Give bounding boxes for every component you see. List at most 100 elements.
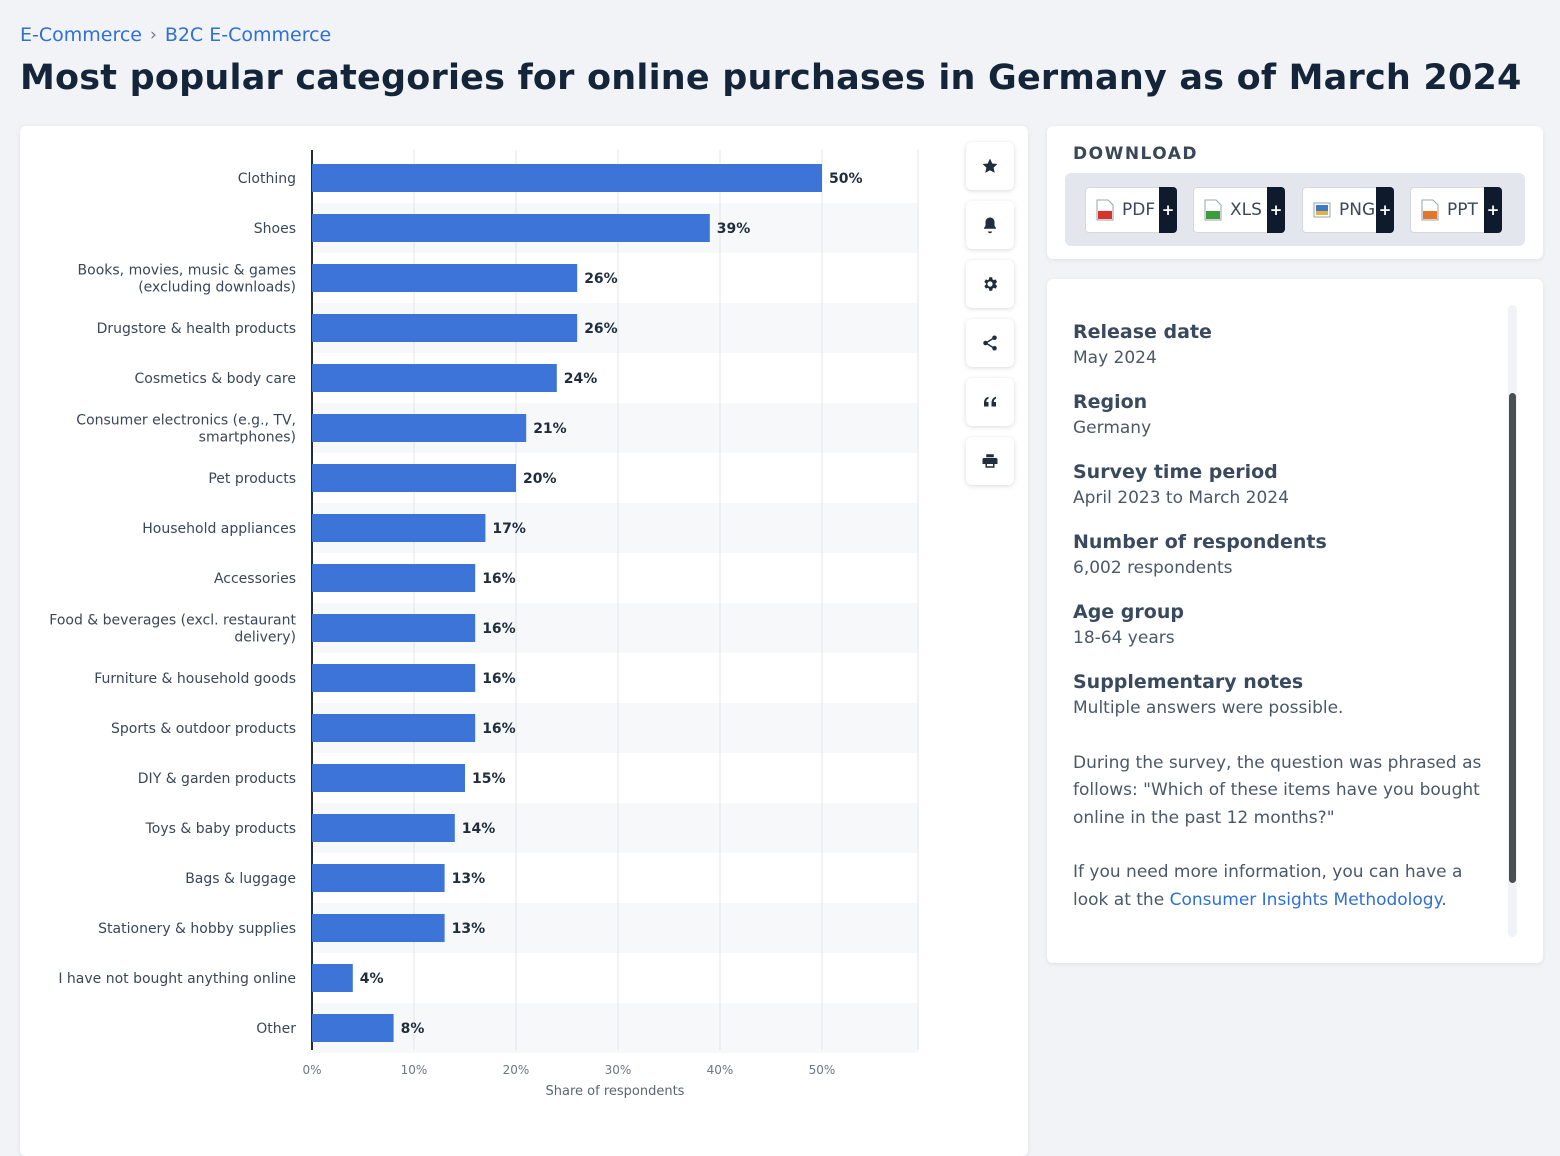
methodology-link[interactable]: Consumer Insights Methodology xyxy=(1169,889,1442,910)
bar xyxy=(312,764,465,792)
download-png-label: PNG xyxy=(1339,200,1376,220)
info-content: Release date May 2024 Region Germany Sur… xyxy=(1073,319,1493,914)
bar xyxy=(312,964,353,992)
data-label: 13% xyxy=(452,871,486,887)
download-buttons: PDF + XLS + PNG + PPT + xyxy=(1065,173,1525,246)
data-label: 16% xyxy=(482,671,516,687)
print-icon xyxy=(982,454,998,468)
share-button[interactable] xyxy=(966,319,1014,367)
region-label: Region xyxy=(1073,391,1148,413)
data-label: 15% xyxy=(472,771,506,787)
region-value: Germany xyxy=(1073,418,1152,438)
breadcrumb-link-b2c-ecommerce[interactable]: B2C E-Commerce xyxy=(164,24,332,46)
notification-button[interactable] xyxy=(966,201,1014,249)
download-ppt-plus[interactable]: + xyxy=(1484,187,1502,233)
bar xyxy=(312,914,445,942)
xls-file-icon xyxy=(1204,199,1222,221)
gear-icon xyxy=(984,277,998,291)
category-label: Furniture & household goods xyxy=(94,671,296,687)
category-label: Food & beverages (excl. restaurant delive… xyxy=(49,613,296,646)
cite-button[interactable] xyxy=(966,378,1014,426)
download-title: DOWNLOAD xyxy=(1073,144,1199,164)
category-label: Other xyxy=(256,1021,296,1037)
x-tick-label: 10% xyxy=(401,1063,428,1077)
bar xyxy=(312,714,476,742)
chart-card: 0% 10% 20% 30% 40% 50% Share of respondents 50%… xyxy=(20,126,1028,1156)
download-pdf-label: PDF xyxy=(1122,200,1156,220)
download-ppt-label: PPT xyxy=(1447,200,1478,220)
breadcrumb-separator: › xyxy=(150,25,157,45)
bell-icon xyxy=(984,217,996,234)
data-label: 13% xyxy=(452,921,486,937)
bar-chart: 0% 10% 20% 30% 40% 50% Share of respondents 50%… xyxy=(49,150,919,1099)
notes-more-info: If you need more information, you can ha… xyxy=(1073,859,1493,914)
age-group-label: Age group xyxy=(1073,601,1184,623)
supplementary-notes-label: Supplementary notes xyxy=(1073,671,1304,693)
info-panel: Release date May 2024 Region Germany Sur… xyxy=(1047,279,1543,963)
download-xls-label: XLS xyxy=(1230,200,1262,220)
chart-toolbar xyxy=(966,142,1014,485)
notes-more-info-prefix: If you need more information, you can ha… xyxy=(1073,862,1463,910)
bar xyxy=(312,164,822,192)
download-ppt-button[interactable]: PPT + xyxy=(1410,187,1502,233)
respondents-label: Number of respondents xyxy=(1073,531,1327,553)
pdf-file-icon xyxy=(1096,199,1114,221)
share-icon xyxy=(983,335,997,351)
data-label: 24% xyxy=(564,371,598,387)
download-xls-plus[interactable]: + xyxy=(1267,187,1285,233)
category-label: Pet products xyxy=(208,471,296,487)
survey-period-label: Survey time period xyxy=(1073,461,1278,483)
download-panel: DOWNLOAD PDF + XLS + PNG + PPT + xyxy=(1047,126,1543,259)
data-label: 16% xyxy=(482,571,516,587)
data-label: 39% xyxy=(717,221,751,237)
data-label: 50% xyxy=(829,171,863,187)
respondents-value: 6,002 respondents xyxy=(1073,558,1233,578)
favorite-button[interactable] xyxy=(966,142,1014,190)
info-scrollbar-thumb[interactable] xyxy=(1509,393,1516,883)
x-tick-label: 0% xyxy=(302,1063,321,1077)
category-label: Toys & baby products xyxy=(145,821,296,837)
category-label: Consumer electronics (e.g., TV, smartphon… xyxy=(76,413,296,446)
x-tick-label: 40% xyxy=(707,1063,734,1077)
category-label: Drugstore & health products xyxy=(97,321,296,337)
data-label: 20% xyxy=(523,471,557,487)
survey-period-value: April 2023 to March 2024 xyxy=(1073,488,1289,508)
bar xyxy=(312,814,455,842)
data-label: 26% xyxy=(584,321,618,337)
release-date-value: May 2024 xyxy=(1073,348,1157,368)
data-label: 16% xyxy=(482,721,516,737)
bar xyxy=(312,864,445,892)
bar xyxy=(312,314,578,342)
data-label: 16% xyxy=(482,621,516,637)
category-label: Bags & luggage xyxy=(185,871,296,887)
category-label: Cosmetics & body care xyxy=(135,371,297,387)
print-button[interactable] xyxy=(966,437,1014,485)
bar xyxy=(312,364,557,392)
info-scrollbar[interactable] xyxy=(1508,305,1517,937)
age-group-value: 18-64 years xyxy=(1073,628,1175,648)
notes-multiple-answers: Multiple answers were possible. xyxy=(1073,698,1344,718)
settings-button[interactable] xyxy=(966,260,1014,308)
download-png-button[interactable]: PNG + xyxy=(1302,187,1394,233)
x-axis-label: Share of respondents xyxy=(546,1084,685,1099)
bar xyxy=(312,464,516,492)
breadcrumb-link-ecommerce[interactable]: E-Commerce xyxy=(20,24,142,46)
star-icon xyxy=(982,158,998,173)
data-label: 21% xyxy=(533,421,567,437)
download-xls-button[interactable]: XLS + xyxy=(1193,187,1285,233)
bar xyxy=(312,1014,394,1042)
bar xyxy=(312,514,486,542)
download-png-plus[interactable]: + xyxy=(1376,187,1394,233)
notes-question-phrasing: During the survey, the question was phra… xyxy=(1073,752,1482,828)
download-pdf-button[interactable]: PDF + xyxy=(1085,187,1177,233)
download-pdf-plus[interactable]: + xyxy=(1159,187,1177,233)
bar xyxy=(312,664,476,692)
bar xyxy=(312,264,578,292)
release-date-label: Release date xyxy=(1073,321,1212,343)
bar xyxy=(312,614,476,642)
page-title: Most popular categories for online purch… xyxy=(20,58,1522,98)
breadcrumb: E-Commerce › B2C E-Commerce xyxy=(20,24,331,46)
x-tick-label: 30% xyxy=(605,1063,632,1077)
category-label: DIY & garden products xyxy=(138,771,296,787)
data-label: 26% xyxy=(584,271,618,287)
